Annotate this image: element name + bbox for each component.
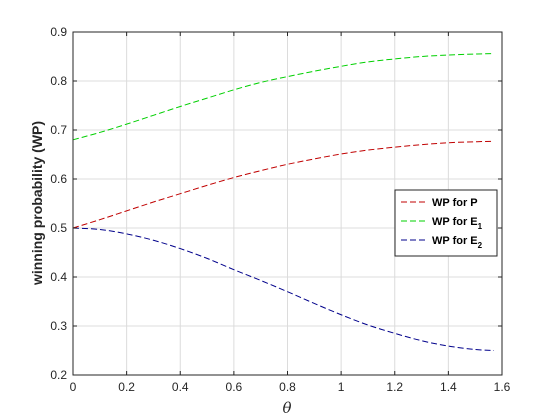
y-tick-label: 0.7 <box>50 123 67 137</box>
x-tick-label: 1.6 <box>494 380 511 394</box>
y-tick-label: 0.5 <box>50 221 67 235</box>
y-tick-label: 0.9 <box>50 25 67 39</box>
x-tick-label: 1.4 <box>440 380 457 394</box>
x-tick-label: 0.2 <box>118 380 135 394</box>
legend-box <box>394 189 498 257</box>
x-tick-label: 0.8 <box>279 380 296 394</box>
x-tick-label: 0.6 <box>226 380 243 394</box>
legend-label-subscript: 1 <box>478 222 483 231</box>
legend-label: WP for E <box>432 235 478 247</box>
y-tick-label: 0.3 <box>50 319 67 333</box>
x-axis-label: θ <box>282 399 291 417</box>
legend-label: WP for E <box>432 216 478 228</box>
x-tick-label: 1.2 <box>386 380 403 394</box>
y-axis-label: winning probability (WP) <box>29 121 45 286</box>
x-tick-label: 0.4 <box>172 380 189 394</box>
axis-ticks: 0 0.2 0.4 0.6 0.8 1 1.2 1.4 1.60.20.30.40.50.60.… <box>50 25 510 394</box>
series-line-3 <box>72 227 494 351</box>
series-line-1 <box>72 140 494 229</box>
series-line-2 <box>72 53 494 141</box>
x-tick-label: 0 <box>70 380 77 394</box>
y-tick-label: 0.6 <box>50 172 67 186</box>
legend-label-subscript: 2 <box>478 241 483 250</box>
series-lines <box>72 53 494 351</box>
y-tick-label: 0.8 <box>50 74 67 88</box>
legend-entry: WP for P <box>432 197 478 209</box>
y-tick-label: 0.2 <box>50 368 67 382</box>
x-tick-label: 1 <box>338 380 345 394</box>
legend-label: WP for P <box>432 197 478 209</box>
legend-entry: WP for E1 <box>432 216 483 231</box>
legend-entry: WP for E2 <box>432 235 483 250</box>
y-tick-label: 0.4 <box>50 270 67 284</box>
